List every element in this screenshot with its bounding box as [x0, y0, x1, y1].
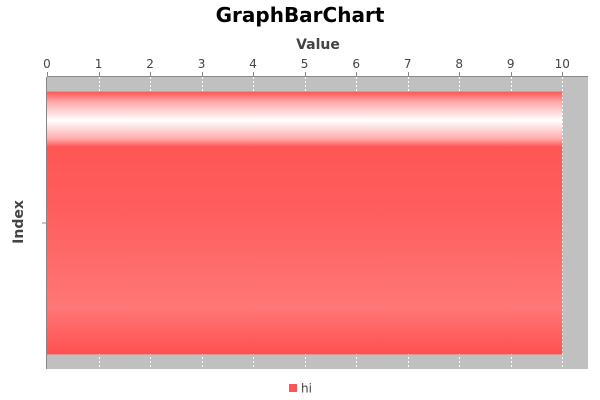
chart-title: GraphBarChart: [216, 3, 385, 27]
bar-0-0: [47, 91, 563, 355]
legend-label-0: hi: [301, 382, 312, 396]
x-tick-label-5: 5: [301, 57, 309, 71]
y-axis-label: Index: [11, 200, 27, 244]
x-tick-label-3: 3: [198, 57, 206, 71]
x-tick-label-1: 1: [95, 57, 103, 71]
x-axis-ticks: 0 1 2 3 4 5 6 7 8 9 10: [43, 57, 570, 76]
x-tick-label-8: 8: [455, 57, 463, 71]
x-tick-label-6: 6: [352, 57, 360, 71]
x-tick-label-7: 7: [404, 57, 412, 71]
x-tick-label-9: 9: [507, 57, 515, 71]
bars: [47, 91, 563, 355]
x-tick-label-0: 0: [43, 57, 51, 71]
x-tick-label-4: 4: [249, 57, 257, 71]
x-tick-label-10: 10: [555, 57, 570, 71]
legend: hi: [289, 382, 312, 396]
x-tick-label-2: 2: [146, 57, 154, 71]
x-axis-label: Value: [296, 37, 340, 53]
legend-swatch-0: [289, 384, 297, 392]
